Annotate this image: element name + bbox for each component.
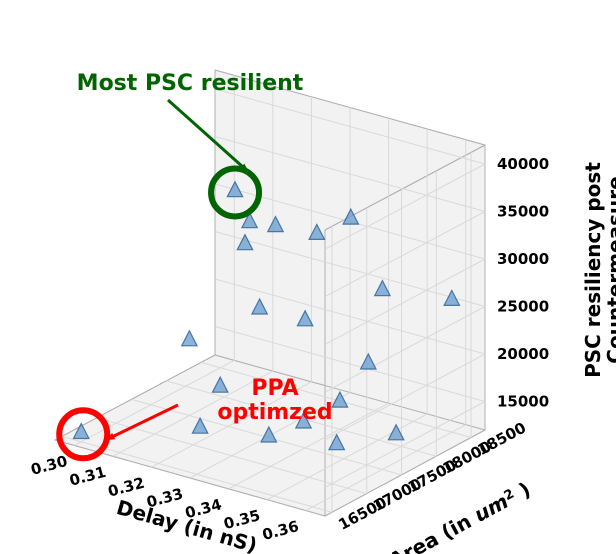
ppa-label-line2: optimzed <box>217 400 332 425</box>
z-tick-label: 25000 <box>497 298 549 316</box>
x-tick-label: 0.31 <box>67 463 107 490</box>
x-tick-label: 0.30 <box>29 452 69 479</box>
data-point <box>182 331 197 346</box>
x-tick-label: 0.36 <box>260 517 300 544</box>
z-tick-label: 40000 <box>497 155 549 173</box>
z-tick-label: 15000 <box>497 393 549 411</box>
ppa-label-line1: PPA <box>251 376 298 401</box>
z-axis-label-line2: Countermeasure <box>603 176 616 363</box>
z-tick-label: 30000 <box>497 250 549 268</box>
y-axis-label-prefix: Area (in <box>385 506 481 554</box>
scatter3d-chart: 0.300.310.320.330.340.350.36165001700017… <box>0 0 616 554</box>
z-tick-label: 20000 <box>497 345 549 363</box>
z-axis-label-line1: PSC resiliency post <box>581 162 605 378</box>
z-axis-label: PSC resiliency postCountermeasure <box>581 162 616 378</box>
z-tick-label: 35000 <box>497 203 549 221</box>
resilient-label: Most PSC resilient <box>77 71 304 96</box>
